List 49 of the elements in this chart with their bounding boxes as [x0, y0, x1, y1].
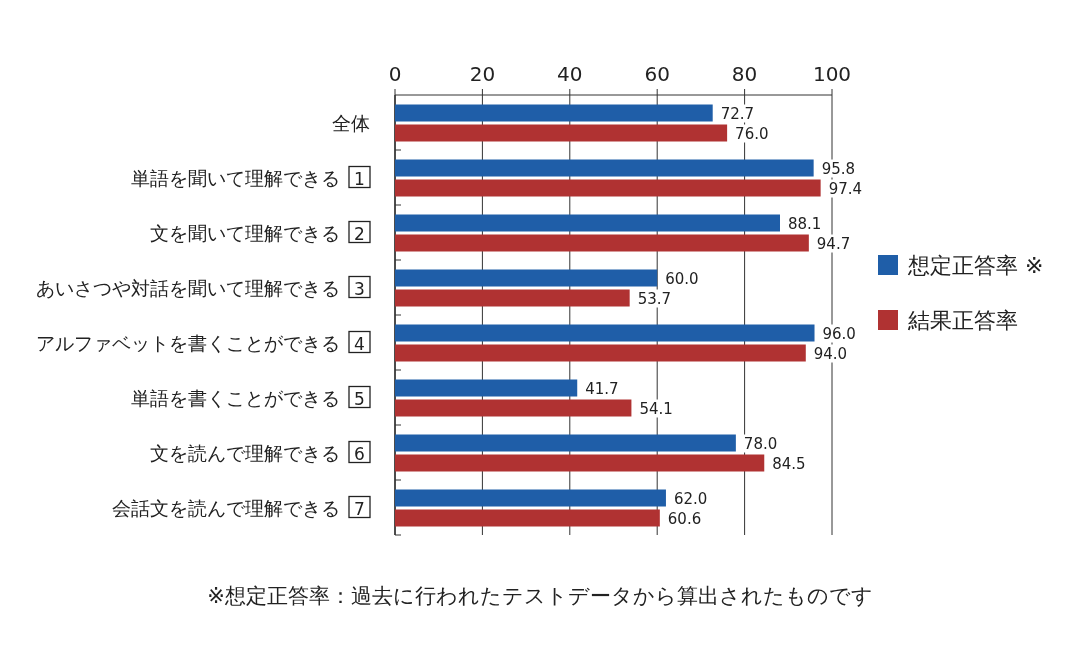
y-tick-label: アルファベットを書くことができる 4: [36, 331, 365, 354]
bar: [395, 509, 660, 527]
bar: [395, 269, 658, 287]
bar: [395, 434, 736, 452]
data-label: 78.0: [743, 434, 778, 453]
y-tick-label: 全体: [332, 111, 370, 134]
x-tick-label: 60: [644, 62, 670, 86]
data-label: 72.7: [720, 104, 755, 123]
bar: [395, 159, 814, 177]
data-label: 60.0: [665, 269, 699, 288]
data-label: 76.0: [735, 124, 769, 143]
data-label: 62.0: [673, 489, 708, 508]
bar: [395, 214, 780, 232]
data-label: 94.7: [816, 234, 851, 253]
x-tick-label: 40: [557, 62, 583, 86]
bar: [395, 104, 713, 122]
y-tick-label: 会話文を読んで理解できる 7: [112, 496, 365, 519]
y-tick-label: 単語を書くことができる 5: [131, 386, 365, 409]
bar: [395, 234, 809, 252]
x-tick-label: 20: [469, 62, 496, 86]
bar: [395, 179, 821, 197]
bar: [395, 124, 728, 142]
y-tick-label: 単語を聞いて理解できる 1: [131, 166, 365, 189]
y-tick-label: あいさつや対話を聞いて理解できる 3: [36, 276, 365, 299]
data-label: 95.8: [821, 159, 856, 178]
x-tick-label: 80: [731, 62, 758, 86]
bar: [395, 399, 632, 417]
data-label: 97.4: [828, 179, 863, 198]
y-tick-label: 文を聞いて理解できる 2: [150, 221, 365, 244]
bar: [395, 454, 765, 472]
data-label: 60.6: [667, 509, 702, 528]
bar: [395, 289, 630, 307]
bar: [395, 344, 806, 362]
bar: [395, 379, 578, 397]
data-label: 94.0: [813, 344, 848, 363]
y-tick-label: 文を読んで理解できる 6: [150, 441, 365, 464]
data-label: 54.1: [639, 399, 673, 418]
bar: [395, 489, 666, 507]
data-label: 84.5: [772, 454, 806, 473]
legend-label: 結果正答率: [907, 308, 1018, 333]
x-tick-label: 0: [388, 62, 402, 86]
data-label: 96.0: [822, 324, 856, 343]
legend-label: 想定正答率 ※: [907, 253, 1044, 278]
text: ※想定正答率：過去に行われたテストデータから算出されたものです: [207, 584, 873, 608]
data-label: 53.7: [637, 289, 672, 308]
x-tick-label: 100: [812, 62, 852, 86]
data-label: 88.1: [788, 214, 822, 233]
bar: [395, 324, 815, 342]
data-label: 41.7: [585, 379, 619, 398]
